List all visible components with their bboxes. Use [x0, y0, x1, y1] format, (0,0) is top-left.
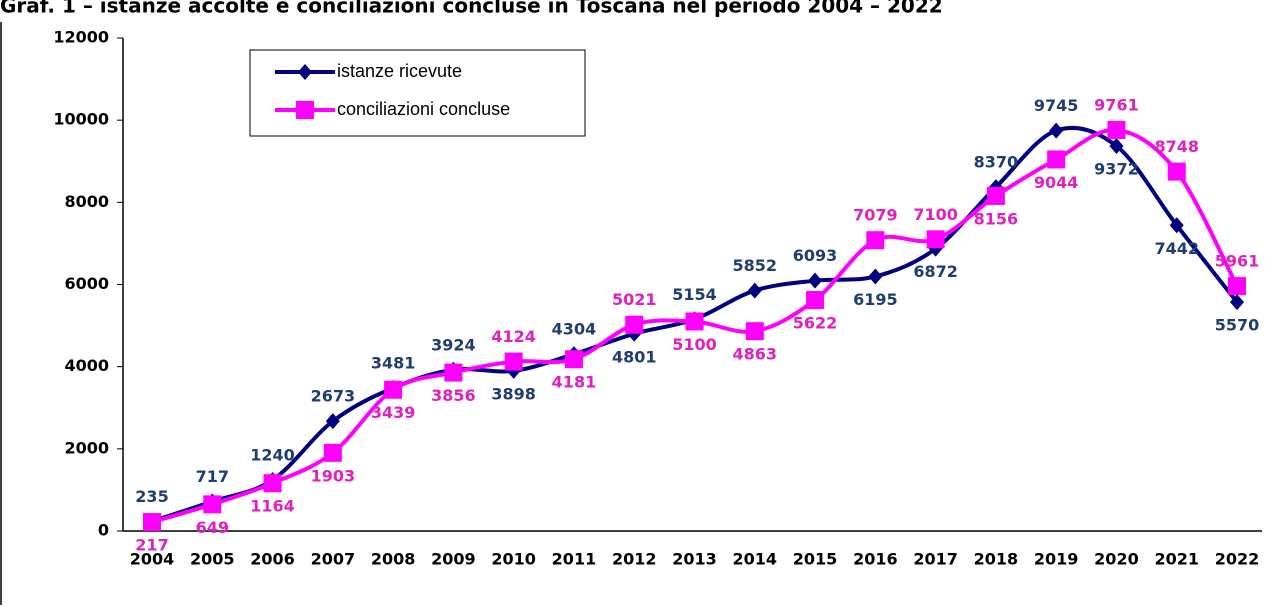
marker — [325, 413, 340, 430]
marker — [866, 231, 885, 250]
x-tick-label: 2009 — [431, 550, 476, 569]
data-label: 5021 — [612, 290, 657, 309]
marker — [384, 380, 403, 399]
marker — [685, 312, 704, 331]
data-label: 7100 — [913, 205, 958, 224]
data-label: 8370 — [974, 153, 1019, 172]
marker — [625, 315, 644, 334]
x-tick-label: 2006 — [250, 550, 295, 569]
y-tick-label: 4000 — [64, 356, 109, 375]
x-tick-label: 2008 — [371, 550, 416, 569]
data-label: 717 — [196, 467, 229, 486]
marker — [868, 268, 883, 285]
data-label: 8748 — [1154, 137, 1199, 156]
data-label: 217 — [135, 536, 168, 555]
data-label: 6093 — [793, 246, 838, 265]
x-tick-label: 2007 — [311, 550, 356, 569]
chart-title: Graf. 1 – istanze accolte e conciliazion… — [0, 0, 943, 18]
marker — [1107, 120, 1126, 139]
data-label: 9044 — [1034, 173, 1079, 192]
data-label: 5100 — [672, 335, 717, 354]
marker — [1109, 137, 1124, 154]
data-label: 4181 — [552, 373, 597, 392]
x-tick-label: 2010 — [491, 550, 536, 569]
marker — [808, 272, 823, 289]
x-tick-label: 2021 — [1154, 550, 1199, 569]
data-label: 4304 — [552, 320, 597, 339]
marker — [504, 352, 523, 371]
y-tick-label: 10000 — [53, 110, 109, 129]
marker — [203, 495, 222, 514]
marker — [1230, 294, 1244, 311]
data-label: 5154 — [672, 285, 717, 304]
y-tick-label: 2000 — [64, 438, 109, 457]
marker — [1049, 122, 1064, 139]
data-label: 3924 — [431, 335, 476, 354]
data-label: 6195 — [853, 290, 898, 309]
x-tick-label: 2019 — [1034, 550, 1079, 569]
y-tick-label: 6000 — [64, 274, 109, 293]
x-tick-label: 2018 — [974, 550, 1019, 569]
y-tick-label: 12000 — [53, 28, 109, 47]
data-label: 9745 — [1034, 96, 1079, 115]
legend — [249, 49, 586, 137]
data-label: 7079 — [853, 206, 898, 225]
data-label: 1240 — [250, 446, 295, 465]
legend-marker — [298, 64, 312, 80]
data-label: 8156 — [974, 209, 1019, 228]
x-tick-label: 2011 — [552, 550, 597, 569]
x-tick-label: 2004 — [130, 550, 175, 569]
legend-label: conciliazioni concluse — [337, 99, 510, 119]
x-tick-label: 2020 — [1094, 550, 1139, 569]
data-label: 9372 — [1094, 159, 1139, 178]
data-label: 1903 — [311, 466, 356, 485]
marker — [1228, 277, 1246, 296]
y-tick-label: 8000 — [64, 192, 109, 211]
marker — [1169, 217, 1184, 234]
data-label: 1164 — [250, 497, 295, 516]
marker — [1167, 162, 1186, 181]
data-label: 2673 — [311, 387, 356, 406]
data-label: 3898 — [491, 384, 536, 403]
x-tick-label: 2022 — [1215, 550, 1260, 569]
marker — [564, 350, 583, 369]
data-label: 3856 — [431, 386, 476, 405]
data-label: 3439 — [371, 403, 416, 422]
legend-marker — [296, 101, 314, 119]
data-label: 4124 — [491, 327, 536, 346]
data-label: 5852 — [733, 256, 778, 275]
data-label: 235 — [135, 487, 168, 506]
x-tick-label: 2016 — [853, 550, 898, 569]
x-tick-label: 2015 — [793, 550, 838, 569]
data-label: 5961 — [1215, 252, 1260, 271]
data-label: 649 — [196, 518, 229, 537]
data-label: 6872 — [913, 262, 958, 281]
marker — [143, 513, 161, 532]
data-label: 5622 — [793, 314, 838, 333]
x-tick-label: 2013 — [672, 550, 717, 569]
marker — [1047, 150, 1066, 169]
x-tick-label: 2014 — [733, 550, 778, 569]
x-tick-label: 2012 — [612, 550, 657, 569]
legend-label: istanze ricevute — [337, 61, 462, 81]
data-label: 3481 — [371, 353, 416, 372]
data-label: 5570 — [1215, 316, 1260, 335]
marker — [747, 282, 762, 299]
data-label: 9761 — [1094, 95, 1139, 114]
marker — [444, 363, 463, 382]
x-tick-label: 2017 — [913, 550, 958, 569]
data-label: 4863 — [733, 345, 778, 364]
marker — [745, 322, 764, 341]
marker — [263, 474, 282, 493]
marker — [806, 291, 825, 310]
marker — [986, 186, 1005, 205]
data-label: 7442 — [1154, 239, 1199, 258]
y-tick-label: 0 — [98, 521, 109, 540]
marker — [323, 443, 342, 462]
x-tick-label: 2005 — [190, 550, 235, 569]
marker — [926, 230, 945, 249]
data-label: 4801 — [612, 347, 657, 366]
